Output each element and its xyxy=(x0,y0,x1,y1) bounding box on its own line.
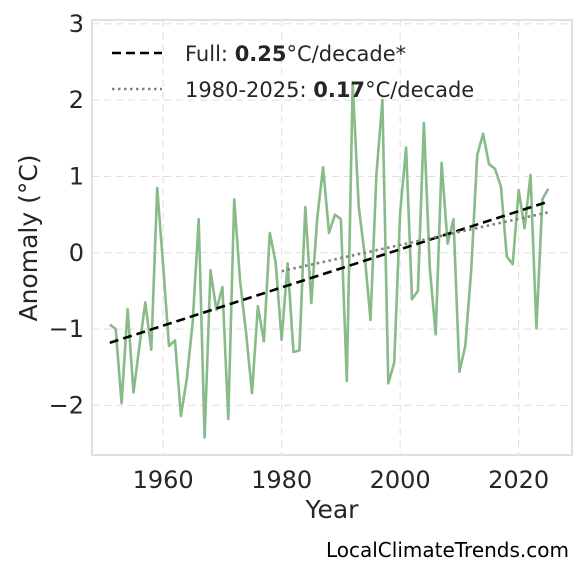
x-tick-label: 2000 xyxy=(370,466,431,494)
x-tick-label: 1980 xyxy=(251,466,312,494)
grid xyxy=(92,20,572,455)
plot-area xyxy=(91,19,573,456)
trend-full-line xyxy=(109,200,549,345)
anomaly-series-line xyxy=(109,82,550,439)
legend-full-rate: 0.25 xyxy=(235,42,287,66)
x-tick-label: 1960 xyxy=(133,466,194,494)
legend-recent-rate: 0.17 xyxy=(313,78,365,102)
legend-full-suffix: °C/decade* xyxy=(287,42,407,66)
legend-recent-colon: : xyxy=(299,78,313,102)
y-tick-label: −1 xyxy=(49,315,84,343)
legend-full-name: Full xyxy=(185,42,221,66)
tick-labels: 1960 1980 2000 2020 −2 −1 0 1 2 3 xyxy=(49,10,550,494)
y-axis-label: Anomaly (°C) xyxy=(14,154,43,321)
legend-recent-entry: 1980-2025: 0.17°C/decade xyxy=(185,78,474,102)
y-tick-label: 3 xyxy=(69,10,84,38)
x-tick-label: 2020 xyxy=(488,466,549,494)
y-tick-label: 1 xyxy=(69,162,84,190)
legend-full-colon: : xyxy=(221,42,235,66)
series-layer xyxy=(109,82,550,439)
x-axis-label: Year xyxy=(305,495,360,524)
credit-text: LocalClimateTrends.com xyxy=(325,538,569,562)
y-tick-label: 2 xyxy=(69,86,84,114)
y-tick-label: −2 xyxy=(49,391,84,419)
legend: Full: 0.25°C/decade* 1980-2025: 0.17°C/d… xyxy=(112,42,474,102)
legend-recent-suffix: °C/decade xyxy=(365,78,474,102)
legend-recent-name: 1980-2025 xyxy=(185,78,299,102)
legend-full-entry: Full: 0.25°C/decade* xyxy=(185,42,406,66)
y-tick-label: 0 xyxy=(69,239,84,267)
